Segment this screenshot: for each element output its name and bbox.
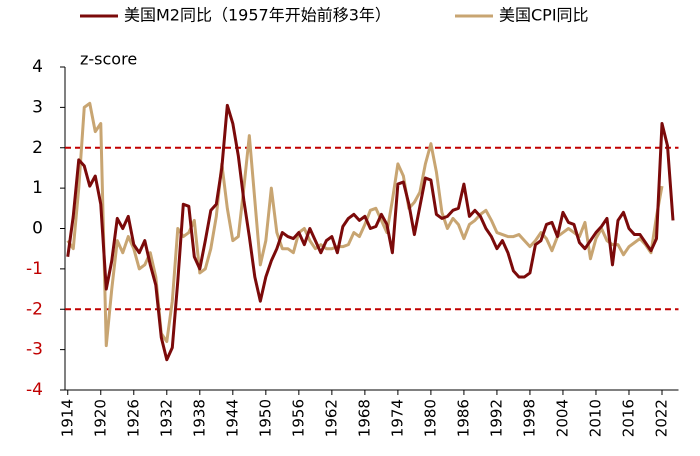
y-tick-label: -1 bbox=[26, 259, 43, 279]
x-tick-label: 1920 bbox=[91, 399, 109, 437]
x-tick-label: 2004 bbox=[553, 399, 571, 437]
x-tick-label: 1992 bbox=[487, 399, 505, 437]
x-tick-label: 1974 bbox=[388, 399, 406, 437]
x-tick-label: 1950 bbox=[256, 399, 274, 437]
x-tick-label: 2010 bbox=[586, 399, 604, 437]
x-tick-label: 2016 bbox=[619, 399, 637, 437]
y-tick-label: 1 bbox=[32, 178, 43, 198]
annotation: z-score bbox=[80, 50, 137, 69]
x-tick-label: 2022 bbox=[652, 399, 670, 437]
y-tick-label: -3 bbox=[26, 340, 43, 360]
x-tick-label: 1944 bbox=[223, 399, 241, 437]
legend-label: 美国M2同比（1957年开始前移3年） bbox=[124, 6, 391, 25]
y-tick-label: 2 bbox=[32, 138, 43, 158]
x-tick-label: 1962 bbox=[322, 399, 340, 437]
x-tick-label: 1986 bbox=[454, 399, 472, 437]
x-tick-label: 1956 bbox=[289, 399, 307, 437]
x-tick-label: 1998 bbox=[520, 399, 538, 437]
y-tick-label: -4 bbox=[26, 380, 43, 400]
y-tick-label: 0 bbox=[32, 219, 43, 239]
legend-label: 美国CPI同比 bbox=[499, 6, 589, 25]
series-line bbox=[66, 101, 664, 348]
x-tick-label: 1926 bbox=[124, 399, 142, 437]
y-tick-label: -2 bbox=[26, 299, 43, 319]
y-tick-label: 3 bbox=[32, 97, 43, 117]
y-tick-label: 4 bbox=[32, 57, 43, 77]
series-line bbox=[66, 103, 675, 362]
x-tick-label: 1968 bbox=[355, 399, 373, 437]
x-tick-label: 1980 bbox=[421, 399, 439, 437]
x-tick-label: 1938 bbox=[190, 399, 208, 437]
x-tick-label: 1914 bbox=[58, 399, 76, 437]
x-tick-label: 1932 bbox=[157, 399, 175, 437]
